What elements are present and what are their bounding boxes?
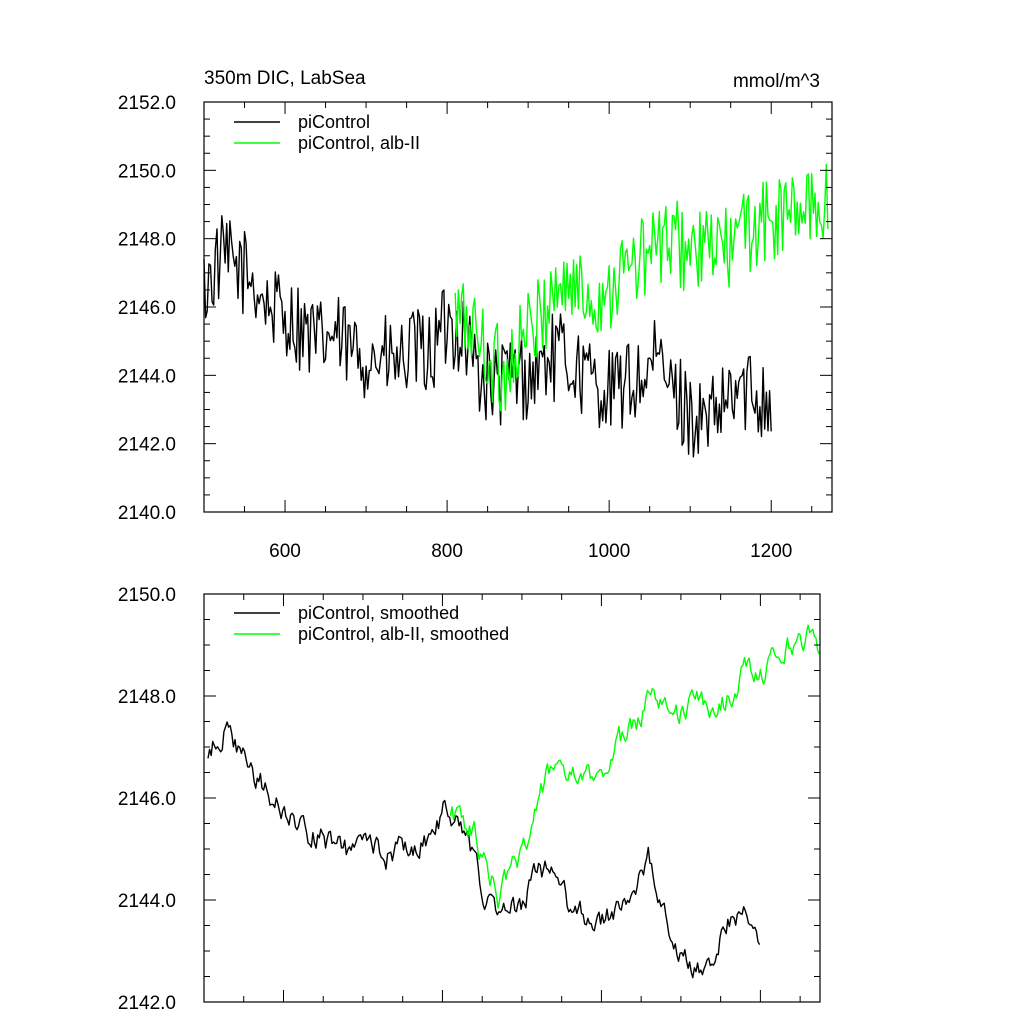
series-line-picontrol-smoothed xyxy=(207,721,761,979)
y-tick-label: 2148.0 xyxy=(118,230,176,251)
x-tick-label: 1200 xyxy=(750,541,792,562)
y-tick-label: 2144.0 xyxy=(118,891,176,912)
y-tick-label: 2152.0 xyxy=(118,93,176,114)
y-tick-label: 2140.0 xyxy=(118,503,176,524)
series-line-picontrol xyxy=(203,215,772,458)
bottom-tick-group xyxy=(203,593,820,1003)
x-tick-label: 800 xyxy=(431,541,463,562)
y-tick-label: 2142.0 xyxy=(118,993,176,1014)
y-tick-label: 2150.0 xyxy=(118,161,176,182)
series-line-picontrol-alb-ii xyxy=(454,163,829,412)
legend-label-alb-II-smoothed: piControl, alb-II, smoothed xyxy=(298,624,509,644)
x-tick-label: 1000 xyxy=(588,541,630,562)
legend-label-piControl-smoothed: piControl, smoothed xyxy=(298,603,459,623)
top-legend: piControl piControl, alb-II xyxy=(234,112,420,153)
chart-title: 350m DIC, LabSea xyxy=(204,68,366,89)
legend-label-alb-II: piControl, alb-II xyxy=(298,133,420,153)
y-tick-label: 2148.0 xyxy=(118,687,176,708)
bottom-panel: 2142.0 2144.0 2146.0 2148.0 2150.0 piControl… xyxy=(118,585,821,1014)
bottom-legend: piControl, smoothed piControl, alb-II, s… xyxy=(234,603,509,644)
bottom-series-group xyxy=(207,624,820,979)
y-tick-label: 2150.0 xyxy=(118,585,176,606)
y-tick-label: 2146.0 xyxy=(118,789,176,810)
units-label: mmol/m^3 xyxy=(733,71,820,92)
top-x-tick-labels: 600 800 1000 1200 xyxy=(269,541,792,562)
y-tick-label: 2146.0 xyxy=(118,298,176,319)
top-plot-frame xyxy=(203,101,833,513)
legend-label-piControl: piControl xyxy=(298,112,370,132)
series-line-picontrol-alb-ii-smoothed xyxy=(449,624,820,909)
y-tick-label: 2144.0 xyxy=(118,366,176,387)
top-series-group xyxy=(203,163,829,458)
top-panel: 350m DIC, LabSea mmol/m^3 2140.02142.021… xyxy=(118,68,833,562)
top-y-tick-labels: 2140.0 2142.0 2144.0 2146.0 2148.0 2150.0 2152… xyxy=(118,93,176,524)
x-tick-label: 600 xyxy=(269,541,301,562)
y-tick-label: 2142.0 xyxy=(118,435,176,456)
bottom-plot-frame xyxy=(203,593,821,1003)
bottom-y-tick-labels: 2142.0 2144.0 2146.0 2148.0 2150.0 xyxy=(118,585,176,1014)
